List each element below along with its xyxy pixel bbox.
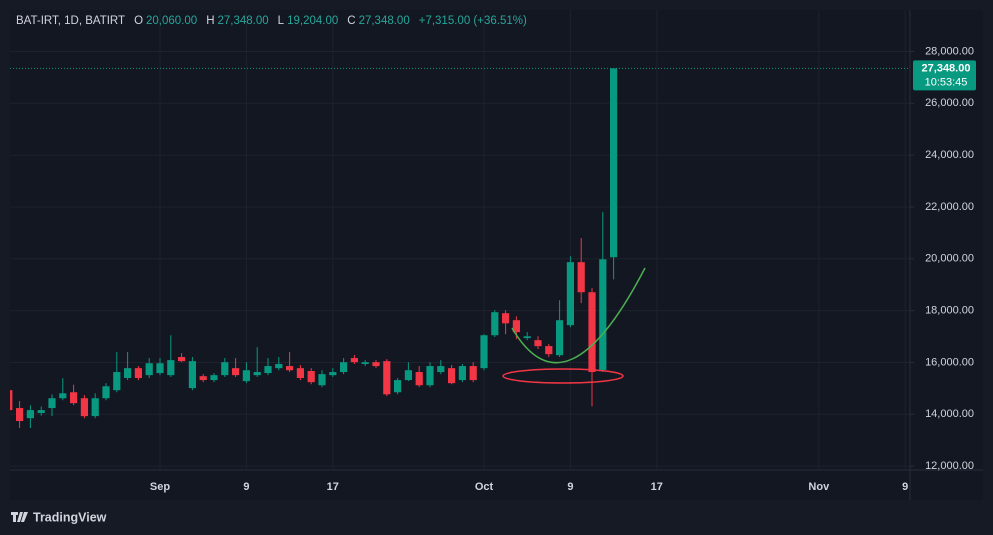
candle-body bbox=[566, 262, 574, 326]
candle-body bbox=[10, 390, 13, 411]
x-tick-label: 9 bbox=[902, 481, 908, 493]
candle-body bbox=[588, 292, 596, 373]
logo: TradingView bbox=[11, 510, 107, 524]
candle-body bbox=[296, 368, 304, 378]
ohlc-key: H bbox=[206, 15, 215, 27]
x-tick-label: 9 bbox=[243, 481, 249, 493]
candle-body bbox=[350, 358, 358, 363]
candle-body bbox=[80, 398, 88, 417]
y-tick-label: 28,000.00 bbox=[925, 45, 974, 57]
candle-body bbox=[502, 313, 510, 324]
candle-body bbox=[361, 362, 369, 365]
candle-body bbox=[469, 366, 477, 381]
change: +7,315.00 (+36.51%) bbox=[418, 15, 527, 27]
candle-body bbox=[437, 366, 445, 373]
y-tick-label: 20,000.00 bbox=[925, 253, 974, 265]
candle-body bbox=[167, 360, 175, 376]
candle-body bbox=[534, 340, 542, 347]
grid bbox=[10, 10, 910, 470]
candle-body bbox=[145, 363, 153, 376]
candle-body bbox=[178, 357, 186, 362]
candles bbox=[10, 68, 618, 429]
candle-body bbox=[448, 368, 456, 384]
candle-body bbox=[512, 320, 520, 333]
price-tag-bg bbox=[913, 60, 976, 91]
candle-body bbox=[253, 372, 261, 376]
candle-body bbox=[124, 368, 132, 378]
candle-body bbox=[286, 366, 294, 371]
candle-body bbox=[556, 320, 564, 356]
candle-body bbox=[491, 312, 499, 336]
candle-body bbox=[610, 68, 618, 258]
candle-body bbox=[340, 362, 348, 373]
brand: TradingView bbox=[33, 510, 107, 524]
annotation-ellipse bbox=[502, 368, 624, 384]
candle-body bbox=[318, 374, 326, 386]
x-tick-label: 17 bbox=[327, 481, 339, 493]
candle-body bbox=[221, 362, 229, 376]
x-tick-label: 9 bbox=[567, 481, 573, 493]
symbol: BAT-IRT, 1D, BATIRT bbox=[16, 15, 126, 27]
ohlc-key: O bbox=[134, 15, 144, 27]
y-tick-label: 24,000.00 bbox=[925, 149, 974, 161]
candle-body bbox=[329, 372, 337, 376]
candle-body bbox=[102, 386, 110, 399]
candle-body bbox=[242, 370, 250, 382]
x-tick-label: Sep bbox=[150, 481, 170, 493]
candle-body bbox=[210, 375, 218, 381]
candle-body bbox=[48, 398, 56, 409]
candle-body bbox=[599, 259, 607, 370]
y-tick-label: 18,000.00 bbox=[925, 305, 974, 317]
y-tick-label: 22,000.00 bbox=[925, 201, 974, 213]
candle-body bbox=[156, 363, 164, 374]
footer-bar bbox=[0, 500, 993, 535]
ohlc-value: 19,204.00 bbox=[287, 15, 339, 27]
candle-body bbox=[91, 398, 99, 417]
price-tag: 27,348.00 10:53:45 bbox=[913, 60, 976, 91]
ohlc-value: 27,348.00 bbox=[217, 15, 269, 27]
candle-body bbox=[199, 376, 207, 381]
candle-body bbox=[577, 262, 585, 293]
candle-body bbox=[480, 335, 488, 369]
ohlc-key: L bbox=[277, 15, 285, 27]
x-tick-label: Oct bbox=[475, 481, 494, 493]
annotation-curve bbox=[511, 267, 646, 364]
x-tick-label: 17 bbox=[651, 481, 663, 493]
candle-body bbox=[26, 410, 34, 419]
candle-body bbox=[188, 361, 196, 389]
candle-body bbox=[458, 366, 466, 381]
candle-body bbox=[275, 364, 283, 369]
y-tick-label: 26,000.00 bbox=[925, 97, 974, 109]
candle-body bbox=[404, 370, 412, 381]
candle-body bbox=[16, 408, 24, 422]
candle-body bbox=[70, 392, 78, 404]
candle-body bbox=[37, 410, 45, 413]
ohlc-value: 20,060.00 bbox=[146, 15, 198, 27]
candle-body bbox=[523, 336, 531, 339]
ohlc-value: 27,348.00 bbox=[358, 15, 410, 27]
candle-body bbox=[232, 368, 240, 376]
chart-pane bbox=[10, 10, 983, 500]
candle-body bbox=[264, 366, 272, 374]
y-tick-label: 16,000.00 bbox=[925, 356, 974, 368]
candle-body bbox=[383, 361, 391, 395]
candle-body bbox=[426, 366, 434, 386]
candle-body bbox=[134, 368, 142, 378]
candle-body bbox=[394, 380, 402, 393]
price-tag-label: 27,348.00 bbox=[922, 62, 971, 74]
ohlc-key: C bbox=[347, 15, 356, 27]
candle-body bbox=[372, 362, 380, 367]
y-tick-label: 14,000.00 bbox=[925, 408, 974, 420]
candle-body bbox=[545, 346, 553, 355]
x-tick-label: Nov bbox=[808, 481, 830, 493]
legend-header: BAT-IRT, 1D, BATIRT O 20,060.00 H 27,348.00… bbox=[16, 15, 533, 27]
candle-body bbox=[307, 371, 315, 383]
y-tick-label: 12,000.00 bbox=[925, 460, 974, 472]
countdown: 10:53:45 bbox=[925, 76, 968, 88]
candle-body bbox=[59, 393, 67, 399]
candle-body bbox=[113, 372, 121, 391]
candle-body bbox=[415, 372, 423, 386]
